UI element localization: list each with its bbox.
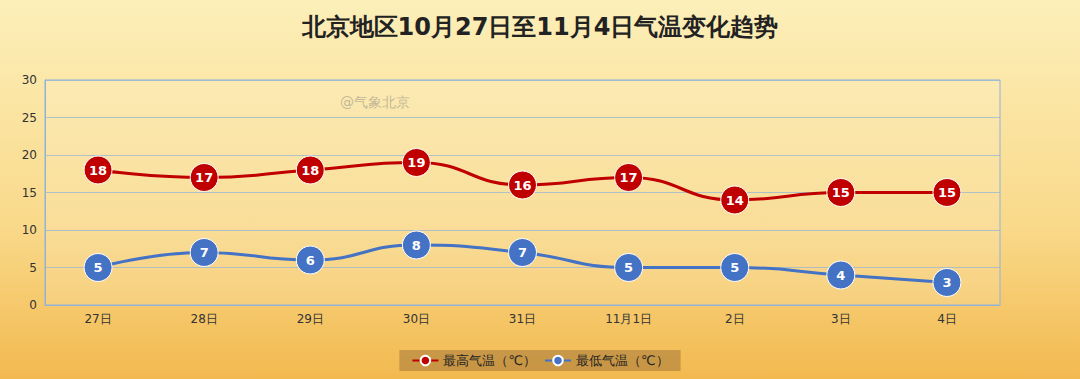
svg-text:29日: 29日 bbox=[297, 312, 324, 326]
svg-text:25: 25 bbox=[22, 111, 37, 125]
svg-text:3: 3 bbox=[942, 275, 951, 290]
svg-text:15: 15 bbox=[938, 185, 956, 200]
svg-text:11月1日: 11月1日 bbox=[605, 312, 652, 326]
svg-text:10: 10 bbox=[22, 223, 37, 237]
svg-text:30日: 30日 bbox=[403, 312, 430, 326]
svg-text:5: 5 bbox=[624, 260, 633, 275]
svg-text:17: 17 bbox=[620, 170, 638, 185]
svg-text:3日: 3日 bbox=[831, 312, 851, 326]
svg-text:2日: 2日 bbox=[725, 312, 745, 326]
svg-text:20: 20 bbox=[22, 148, 37, 162]
svg-text:16: 16 bbox=[513, 178, 531, 193]
svg-text:4: 4 bbox=[836, 268, 845, 283]
svg-text:19: 19 bbox=[407, 155, 425, 170]
svg-text:18: 18 bbox=[301, 163, 319, 178]
svg-text:5: 5 bbox=[730, 260, 739, 275]
svg-text:15: 15 bbox=[22, 186, 37, 200]
svg-text:5: 5 bbox=[29, 261, 37, 275]
svg-text:15: 15 bbox=[832, 185, 850, 200]
svg-text:@气象北京: @气象北京 bbox=[340, 94, 410, 110]
svg-text:北京地区10月27日至11月4日气温变化趋势: 北京地区10月27日至11月4日气温变化趋势 bbox=[301, 13, 779, 41]
svg-text:14: 14 bbox=[726, 193, 744, 208]
svg-text:27日: 27日 bbox=[84, 312, 111, 326]
svg-text:最低气温（℃）: 最低气温（℃） bbox=[576, 353, 669, 368]
svg-text:4日: 4日 bbox=[937, 312, 957, 326]
svg-text:8: 8 bbox=[412, 238, 421, 253]
svg-text:18: 18 bbox=[89, 163, 107, 178]
svg-text:7: 7 bbox=[518, 245, 527, 260]
svg-text:0: 0 bbox=[29, 298, 37, 312]
svg-text:6: 6 bbox=[306, 253, 315, 268]
svg-text:28日: 28日 bbox=[191, 312, 218, 326]
svg-text:31日: 31日 bbox=[509, 312, 536, 326]
svg-text:7: 7 bbox=[200, 245, 209, 260]
svg-text:最高气温（℃）: 最高气温（℃） bbox=[443, 353, 536, 368]
svg-text:30: 30 bbox=[22, 73, 37, 87]
svg-text:5: 5 bbox=[94, 260, 103, 275]
svg-text:17: 17 bbox=[195, 170, 213, 185]
